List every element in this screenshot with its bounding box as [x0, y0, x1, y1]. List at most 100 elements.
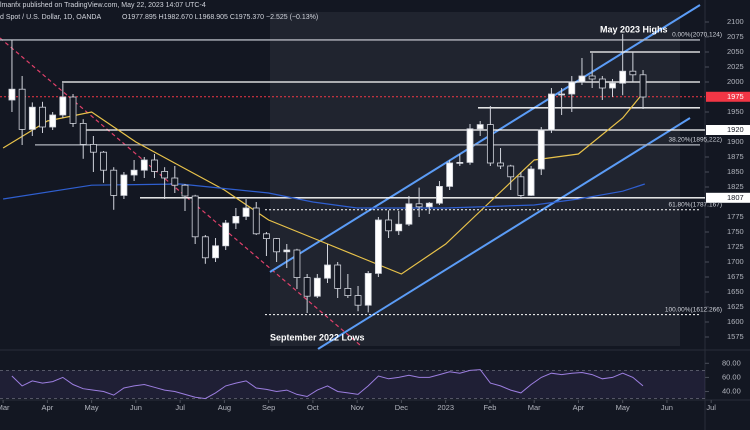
candle-body: [507, 165, 515, 178]
candle-body: [39, 106, 46, 128]
candle-body: [476, 124, 484, 130]
price-label-box: [706, 91, 750, 102]
y-tick-label: 2000: [727, 77, 744, 86]
candle-body: [273, 238, 281, 253]
symbol: d Spot / U.S. Dollar, 1D, OANDA: [0, 14, 101, 21]
candle-body: [283, 249, 291, 253]
x-tick-label: Apr: [42, 403, 54, 412]
candle-body: [598, 78, 606, 89]
y-tick-label: 1675: [727, 272, 744, 281]
candle-body: [263, 233, 270, 240]
candle-body: [374, 219, 382, 274]
x-tick-label: Oct: [307, 403, 320, 412]
candle-body: [212, 245, 219, 259]
candle-body: [456, 161, 464, 164]
candle-body: [578, 75, 586, 83]
candle-body: [548, 93, 555, 131]
candle-body: [232, 215, 240, 224]
candle-body: [609, 82, 616, 89]
candle-body: [313, 277, 321, 297]
channel-lower: [317, 117, 691, 350]
y-tick-label: 1600: [727, 317, 744, 326]
fib-label: 61.80%(1787.167): [669, 201, 723, 208]
candle-body: [222, 222, 230, 247]
candle-body: [8, 88, 16, 101]
candle-body: [130, 169, 138, 176]
candle-body: [69, 96, 77, 124]
x-tick-label: Jun: [661, 403, 673, 412]
y-tick-label: 1950: [727, 107, 744, 116]
y-tick-label: 2025: [727, 62, 744, 71]
price-label-box: [706, 192, 750, 203]
candle-body: [405, 203, 413, 225]
x-tick-label: May: [85, 403, 99, 412]
y-tick-label: 1700: [727, 257, 744, 266]
candle-body: [100, 151, 107, 171]
candle-body: [619, 70, 627, 84]
channel-upper: [269, 4, 701, 273]
lows-annotation: September 2022 Lows: [270, 332, 365, 342]
y-tick-label: 2075: [727, 32, 744, 41]
x-tick-label: Dec: [395, 403, 409, 412]
y-tick-label: 1725: [727, 242, 744, 251]
candle-body: [151, 159, 158, 172]
rsi-tick-label: 60.00: [722, 372, 741, 381]
candle-body: [436, 185, 443, 204]
fib-label: 38.20%(1895.222): [669, 137, 723, 144]
candle-body: [497, 162, 504, 167]
y-tick-label: 1575: [727, 332, 744, 341]
candle-body: [140, 159, 148, 171]
x-tick-label: Mar: [0, 403, 10, 412]
x-tick-label: 2023: [437, 403, 454, 412]
x-tick-label: Jul: [706, 403, 716, 412]
rsi-line: [11, 369, 644, 400]
y-tick-label: 1900: [727, 137, 744, 146]
candle-body: [385, 219, 392, 232]
candle-body: [486, 124, 494, 164]
candle-body: [59, 96, 67, 116]
candle-body: [537, 129, 545, 170]
candle-body: [558, 93, 566, 96]
price-label: 1807: [727, 193, 744, 202]
rsi-band: [0, 370, 705, 399]
candle-body: [517, 176, 525, 196]
candle-body: [110, 169, 118, 196]
candle-body: [425, 202, 433, 208]
candle-body: [181, 184, 189, 197]
x-tick-label: Jun: [130, 403, 142, 412]
publisher: lmanfx published on TradingView.com, May…: [0, 2, 206, 9]
candle-body: [415, 203, 423, 208]
candle-body: [303, 277, 311, 297]
candle-body: [639, 74, 647, 98]
candle-body: [242, 207, 250, 217]
candle-body: [527, 168, 535, 196]
candle-body: [334, 264, 342, 289]
rsi-tick-label: 80.00: [722, 358, 741, 367]
candle-body: [161, 170, 169, 179]
x-tick-label: Mar: [528, 403, 541, 412]
y-tick-label: 2050: [727, 47, 744, 56]
candle-body: [466, 128, 474, 163]
candle-body: [89, 143, 97, 153]
candle-body: [252, 207, 260, 235]
candle-body: [171, 177, 179, 186]
ohlc: O1977.895 H1982.670 L1968.905 C1975.370 …: [122, 14, 318, 21]
price-label: 1975: [727, 92, 744, 101]
moving-average: [2, 90, 646, 275]
candle-body: [354, 295, 362, 306]
candle-body: [324, 264, 331, 279]
y-tick-label: 1875: [727, 152, 744, 161]
candle-body: [364, 272, 372, 306]
y-tick-label: 1650: [727, 287, 744, 296]
price-label: 1920: [727, 125, 744, 134]
highs-annotation: May 2023 Highs: [600, 24, 668, 34]
candle-body: [568, 81, 576, 95]
range-box: [270, 12, 680, 346]
x-tick-label: Jul: [175, 403, 185, 412]
candle-body: [79, 123, 87, 145]
x-tick-label: Nov: [350, 403, 364, 412]
candle-body: [344, 287, 352, 296]
candle-body: [49, 114, 57, 128]
